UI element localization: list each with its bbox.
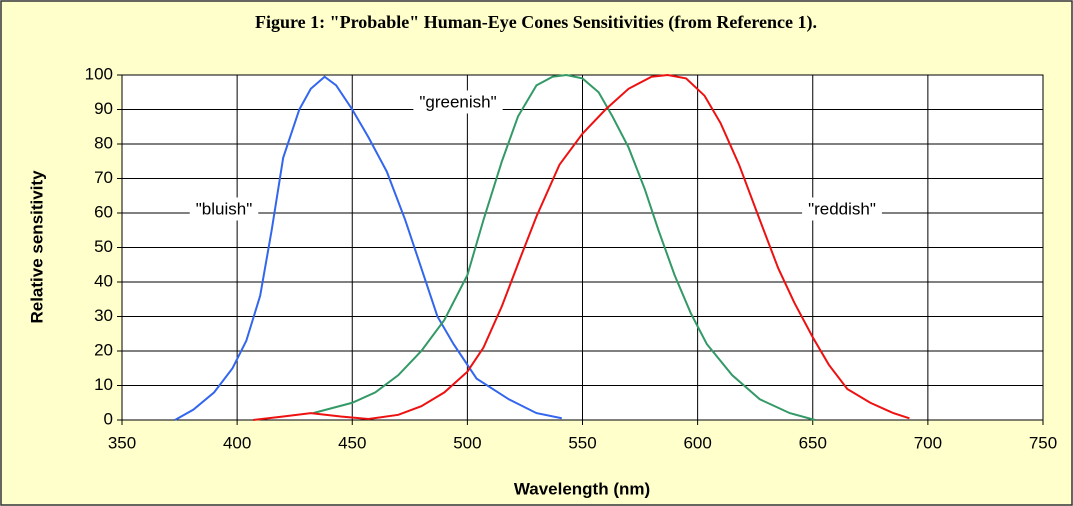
x-tick-label: 700 (914, 433, 942, 452)
annotation: "greenish" (419, 92, 496, 111)
line-series (174, 75, 562, 421)
x-tick-label: 600 (683, 433, 711, 452)
x-tick-label: 350 (108, 433, 136, 452)
y-tick-label: 10 (94, 375, 113, 394)
plot-border (121, 74, 1044, 421)
annotation-box (802, 197, 882, 221)
line-series (312, 73, 816, 421)
y-tick-label: 60 (94, 202, 113, 221)
y-axis-title: Relative sensitivity (27, 170, 46, 324)
y-tick-label: 50 (94, 237, 113, 256)
chart-title: Figure 1: "Probable" Human-Eye Cones Sen… (255, 12, 817, 33)
y-tick-label: 70 (94, 168, 113, 187)
x-tick-label: 650 (799, 433, 827, 452)
annotation-box (413, 90, 503, 114)
annotation: "reddish" (808, 199, 876, 218)
x-tick-label: 450 (338, 433, 366, 452)
x-tick-label: 500 (453, 433, 481, 452)
x-axis-title: Wavelength (nm) (514, 479, 650, 498)
y-tick-label: 0 (104, 409, 113, 428)
x-tick-label: 400 (223, 433, 251, 452)
x-tick-label: 750 (1029, 433, 1057, 452)
annotation-box (189, 197, 259, 221)
line-series (253, 73, 910, 421)
x-tick-label: 550 (568, 433, 596, 452)
y-tick-label: 40 (94, 271, 113, 290)
y-tick-label: 20 (94, 340, 113, 359)
y-tick-label: 100 (85, 64, 113, 83)
y-tick-label: 80 (94, 133, 113, 152)
annotation: "bluish" (196, 199, 253, 218)
y-tick-label: 30 (94, 306, 113, 325)
y-tick-label: 90 (94, 99, 113, 118)
